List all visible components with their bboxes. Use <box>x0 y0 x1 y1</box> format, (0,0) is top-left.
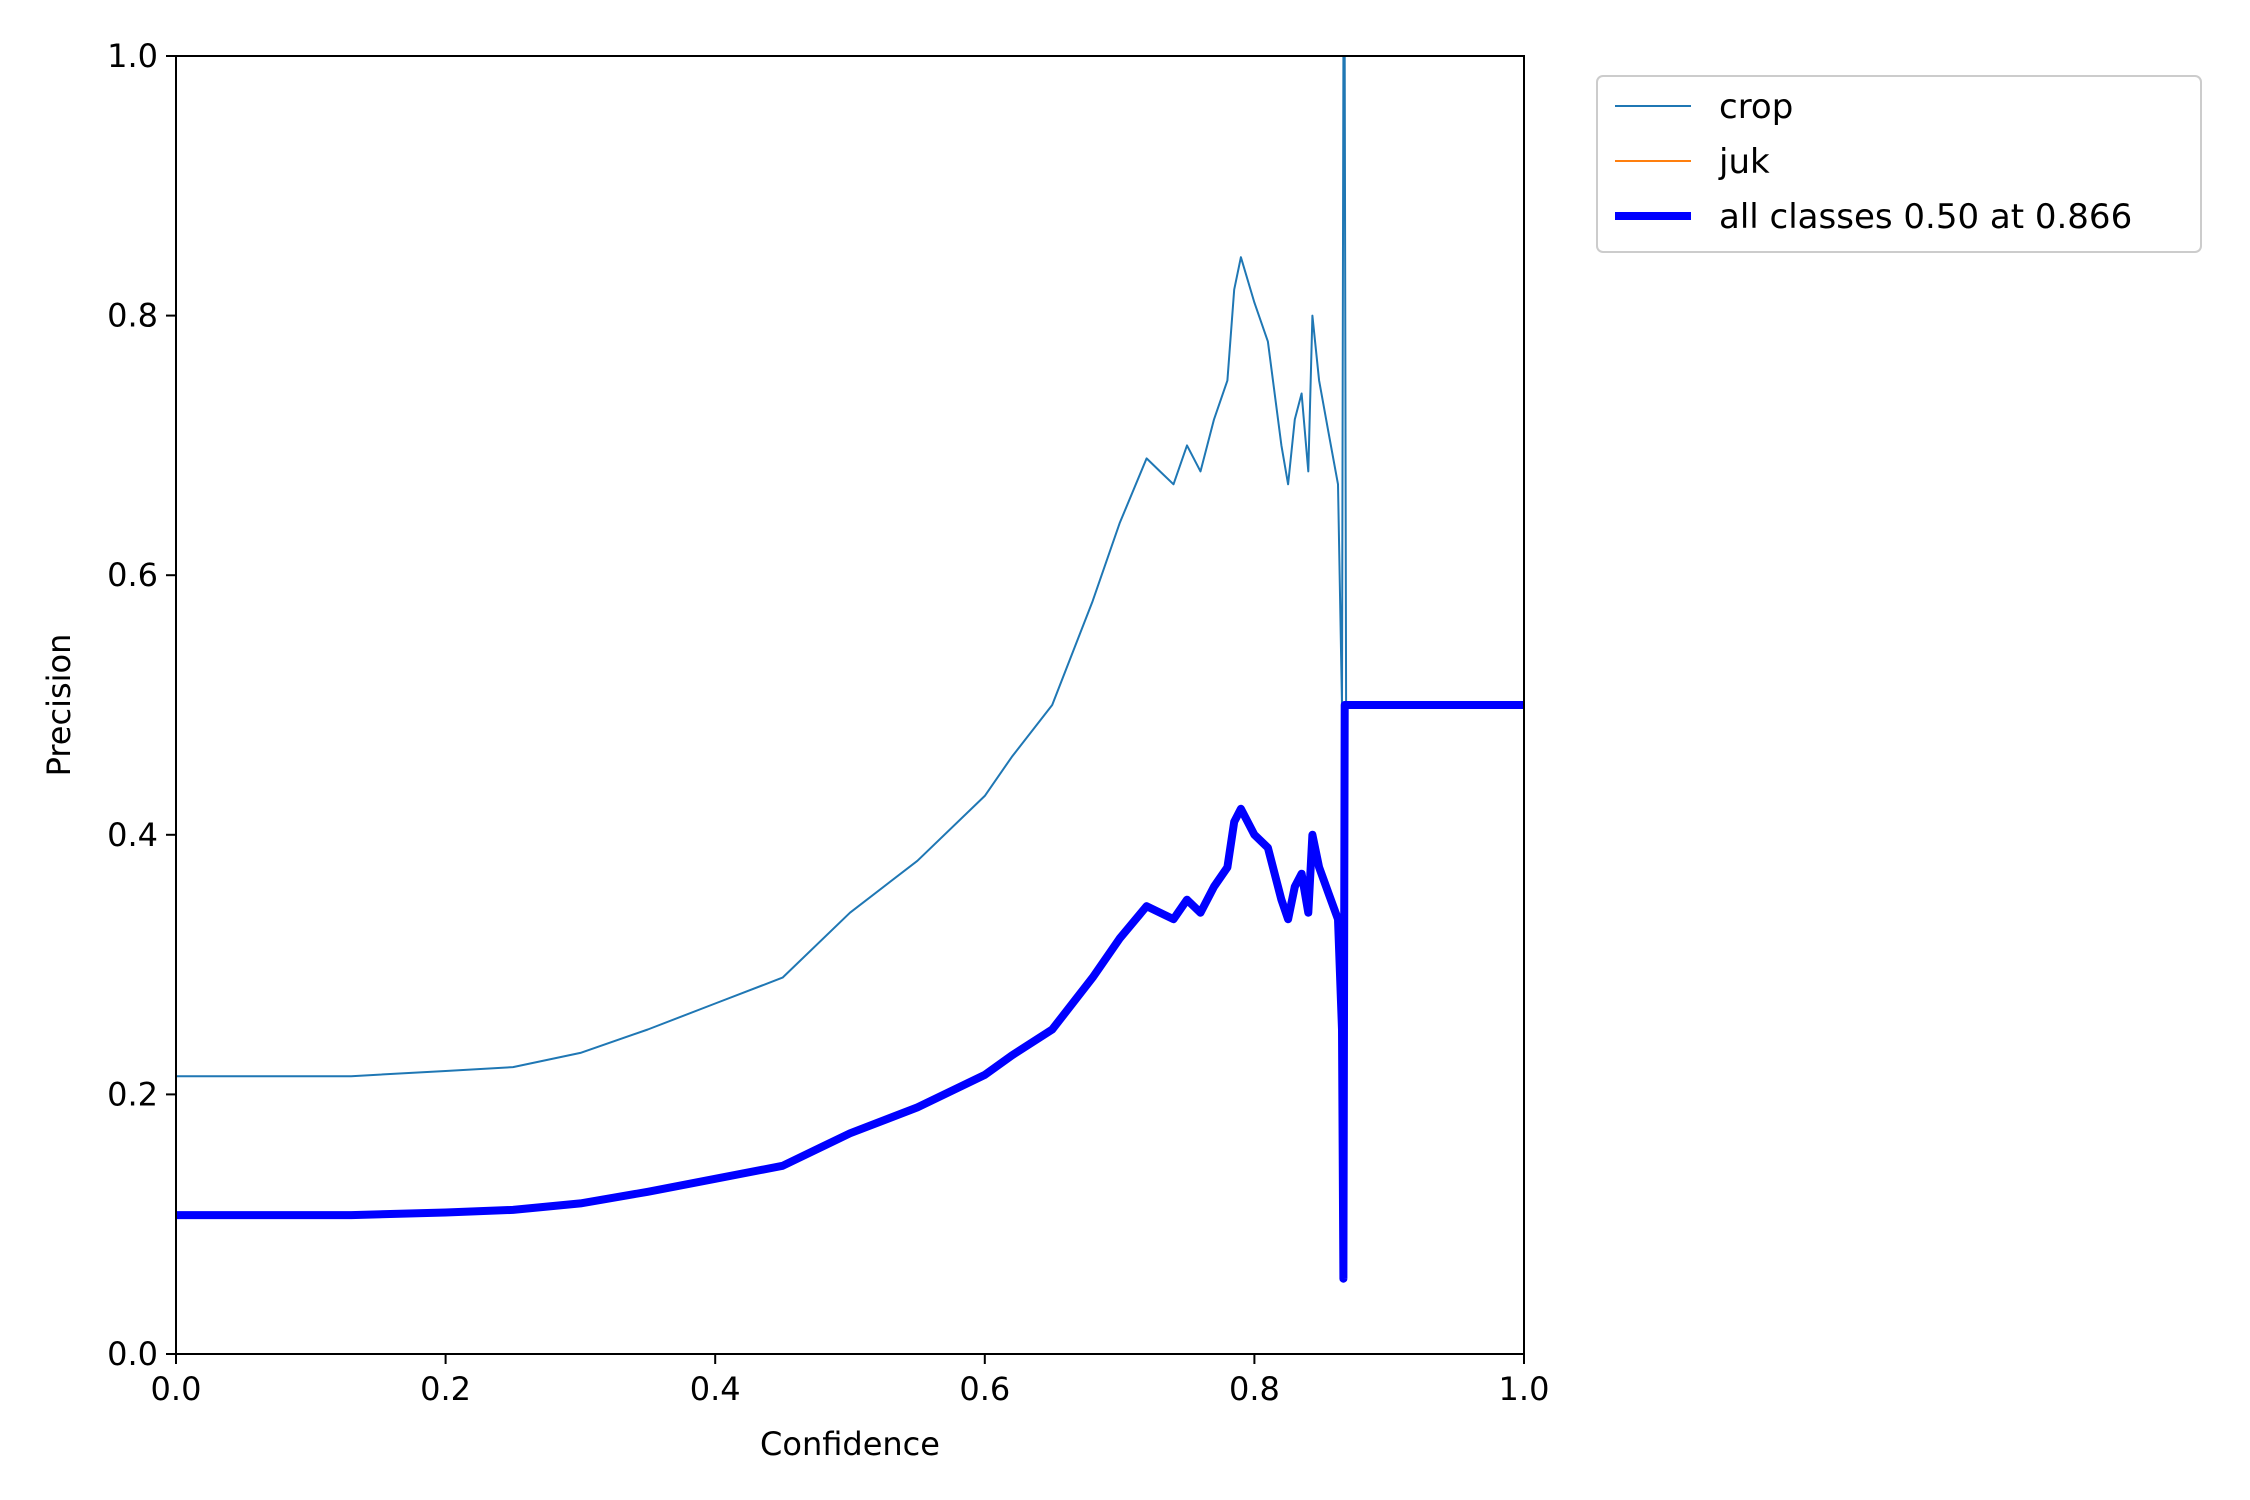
legend-label-all-classes: all classes 0.50 at 0.866 <box>1719 197 2132 237</box>
x-axis-ticks: 0.0 0.2 0.4 0.6 0.8 1.0 <box>151 1354 1550 1408</box>
x-tick-label: 0.6 <box>959 1370 1010 1408</box>
x-tick-label: 0.2 <box>420 1370 471 1408</box>
legend-label-crop: crop <box>1719 87 1793 127</box>
y-tick-label: 0.0 <box>107 1335 158 1373</box>
y-tick-label: 0.2 <box>107 1075 158 1113</box>
y-tick-label: 0.4 <box>107 816 158 854</box>
y-tick-label: 1.0 <box>107 37 158 75</box>
legend: crop juk all classes 0.50 at 0.866 <box>1596 75 2202 253</box>
x-tick-label: 1.0 <box>1499 1370 1550 1408</box>
series-line-crop <box>176 55 1524 1078</box>
y-tick-label: 0.6 <box>107 556 158 594</box>
series-layer <box>176 55 1524 1283</box>
series-line-all-classes <box>176 701 1524 1283</box>
legend-frame <box>1596 75 2202 253</box>
y-axis-title: Precision <box>40 634 78 777</box>
y-tick-label: 0.8 <box>107 297 158 335</box>
x-tick-label: 0.4 <box>690 1370 741 1408</box>
y-axis-ticks: 0.0 0.2 0.4 0.6 0.8 1.0 <box>107 37 176 1373</box>
x-tick-label: 0.8 <box>1229 1370 1280 1408</box>
legend-label-juk: juk <box>1718 142 1770 182</box>
x-tick-label: 0.0 <box>151 1370 202 1408</box>
x-axis-title: Confidence <box>760 1425 940 1463</box>
plot-frame <box>175 55 1525 1355</box>
